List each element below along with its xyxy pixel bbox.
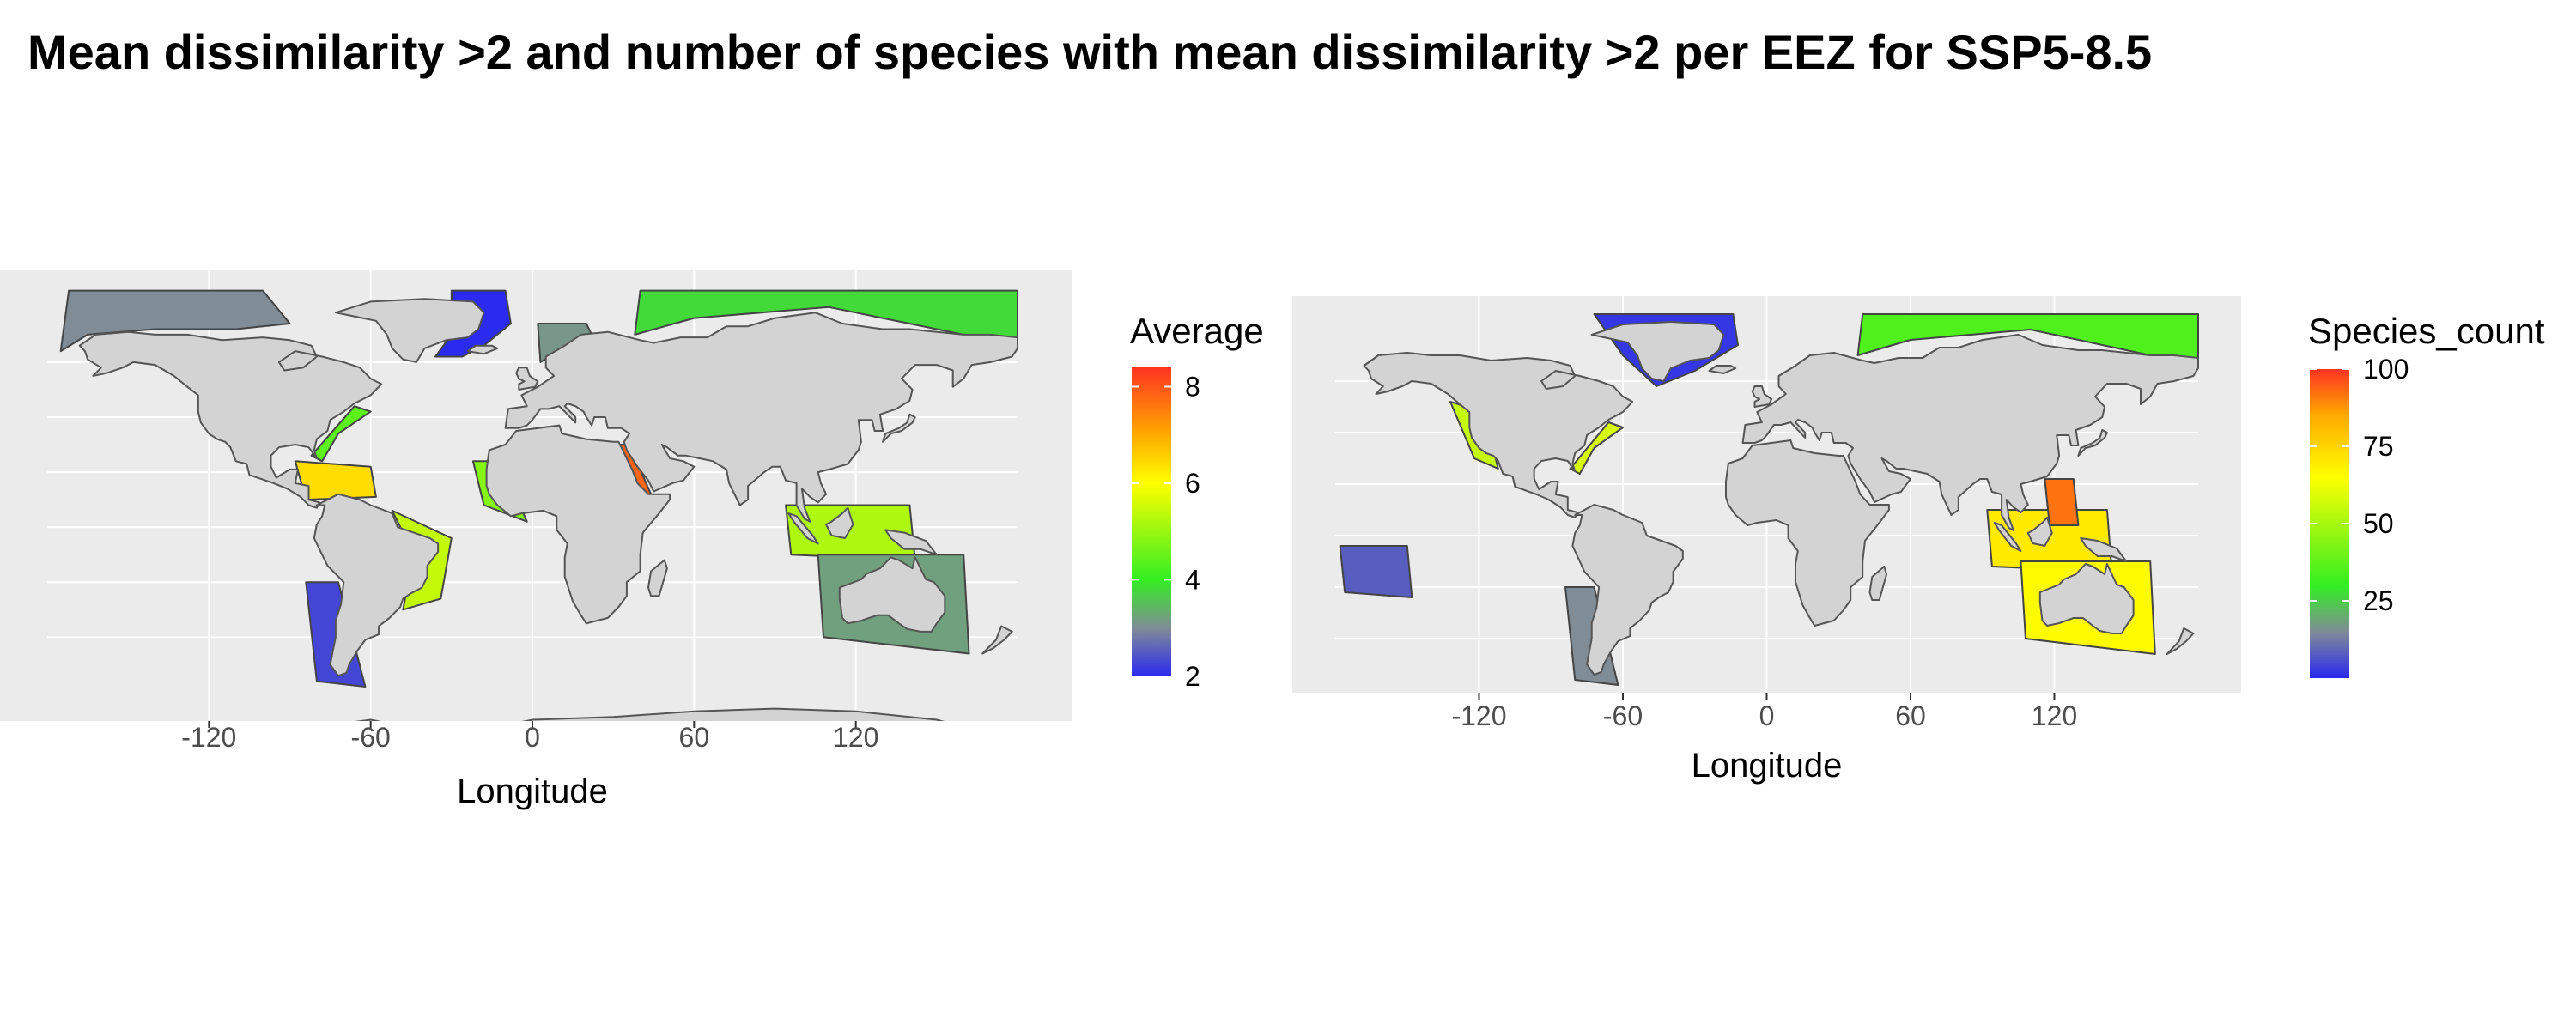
land-new-guinea — [884, 529, 938, 556]
legend-label: 2 — [1185, 661, 1200, 692]
legend-label: 50 — [2363, 508, 2394, 539]
legend-label: 25 — [2363, 585, 2394, 616]
legend-title: Average — [1130, 311, 1264, 351]
land-iceland — [466, 344, 499, 355]
land-eurasia — [1741, 334, 2199, 531]
legend-label: 8 — [1185, 372, 1200, 403]
legend-colorbar — [1132, 367, 1171, 676]
eez-region — [1856, 313, 2199, 367]
legend-label: 75 — [2363, 431, 2394, 462]
land-sumatra — [1993, 522, 2022, 552]
land-greenland — [1590, 321, 1725, 382]
land-africa — [1725, 439, 1890, 627]
land-madagascar — [1868, 566, 1888, 601]
legend-label: 100 — [2363, 354, 2409, 385]
eez-region — [2044, 478, 2080, 526]
land-japan — [2077, 429, 2108, 457]
eez-region — [59, 289, 291, 353]
x-tick-label: 0 — [525, 722, 540, 753]
x-tick-label: 60 — [679, 722, 710, 753]
x-tick-label: 0 — [1759, 700, 1775, 731]
x-tick-label: -60 — [351, 722, 391, 753]
x-axis-title: Longitude — [1692, 747, 1843, 785]
land-japan — [882, 413, 916, 443]
eez-region — [1339, 545, 1413, 598]
land-iceland — [1708, 365, 1737, 374]
land-south-america — [1571, 504, 1684, 676]
land-sumatra — [787, 512, 819, 545]
figure-title: Mean dissimilarity >2 and number of spec… — [27, 25, 2153, 79]
map-panel-average: -120 -60 0 60 120 Longitude Average 8 6 4 2 — [0, 270, 1264, 810]
land-australia — [2038, 563, 2135, 634]
land-uk — [1751, 385, 1773, 408]
legend-label: 4 — [1185, 565, 1200, 596]
x-tick-label: -120 — [181, 722, 236, 753]
x-tick-label: -120 — [1451, 700, 1506, 731]
eez-region — [634, 289, 1018, 347]
land-new-guinea — [2080, 537, 2128, 562]
land-south-america — [313, 493, 440, 677]
land-australia — [838, 556, 946, 633]
x-tick-label: 120 — [2032, 700, 2077, 731]
legend-title: Species_count — [2308, 311, 2545, 351]
land-antarctica-rim — [355, 707, 945, 721]
land-new-zealand — [2166, 627, 2195, 655]
land-madagascar — [647, 559, 668, 597]
x-axis-title: Longitude — [457, 772, 608, 810]
land-greenland — [334, 298, 485, 363]
eez-region — [310, 405, 372, 463]
eez-region — [1569, 421, 1624, 475]
x-tick-label: -60 — [1603, 700, 1643, 731]
land-africa — [485, 424, 671, 625]
land-north-america — [1363, 352, 1634, 518]
x-tick-label: 120 — [833, 722, 878, 753]
land-borneo — [825, 506, 854, 539]
legend-label: 6 — [1185, 468, 1200, 499]
land-borneo — [2026, 517, 2053, 547]
land-eurasia — [504, 312, 1018, 523]
x-tick-label: 60 — [1895, 700, 1926, 731]
land-new-zealand — [981, 625, 1013, 655]
land-uk — [515, 367, 539, 391]
land-north-america — [78, 330, 383, 509]
